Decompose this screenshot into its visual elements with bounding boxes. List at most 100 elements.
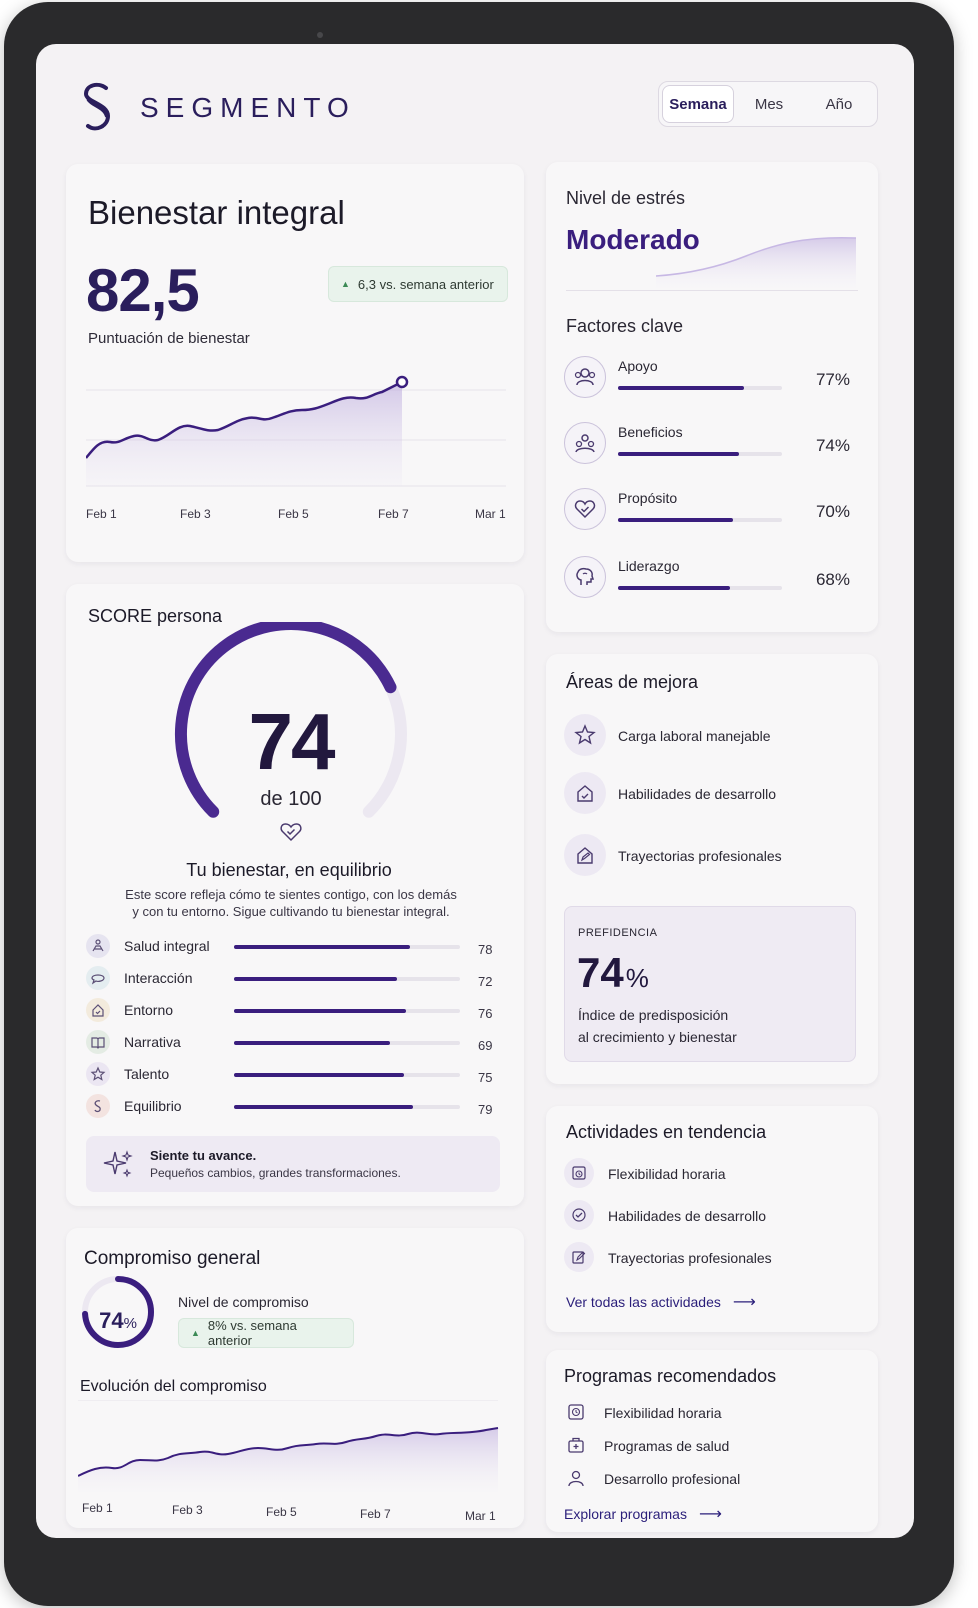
metric-bar: [234, 1073, 460, 1077]
metric-name: Entorno: [124, 1002, 174, 1018]
score-headline: Tu bienestar, en equilibrio: [186, 860, 392, 880]
metric-bar: [234, 945, 460, 949]
factor-name: Liderazgo: [618, 558, 680, 574]
engagement-card: Compromiso general 74% Nivel de compromi…: [66, 1228, 524, 1528]
x-tick-label: Mar 1: [475, 507, 506, 521]
group-icon: [564, 422, 606, 464]
metric-value: 78: [478, 942, 493, 957]
wellbeing-score-label: Puntuación de bienestar: [88, 330, 250, 347]
metric-bar: [234, 1105, 460, 1109]
factor-percent: 68%: [815, 570, 850, 589]
metric-row: Interacción 72: [86, 966, 506, 992]
engagement-level-label: Nivel de compromiso: [178, 1294, 309, 1310]
metric-bar-fill: [234, 1009, 406, 1013]
star-person-icon: [564, 714, 606, 756]
predisposition-caption: PREFIDENCIA: [578, 927, 658, 939]
programs-card: Programas recomendados Flexibilidad hora…: [546, 1350, 878, 1532]
explore-programs-link[interactable]: Explorar programas ⟶: [564, 1504, 722, 1524]
balance-icon: [86, 1094, 110, 1118]
factor-name: Propósito: [618, 490, 678, 506]
stress-card: Nivel de estrés Moderado Factores clave …: [546, 162, 878, 632]
house-icon: [86, 998, 110, 1022]
program-row[interactable]: Programas de salud: [564, 1433, 864, 1459]
improvement-area-row[interactable]: Trayectorias profesionales: [564, 834, 864, 880]
factor-row: Liderazgo 68%: [564, 552, 860, 602]
period-week-button[interactable]: Semana: [662, 85, 734, 123]
progress-tip: Siente tu avance. Pequeños cambios, gran…: [86, 1136, 500, 1192]
improvement-area-row[interactable]: Habilidades de desarrollo: [564, 772, 864, 818]
improvement-card: Áreas de mejora Carga laboral manejable …: [546, 654, 878, 1084]
x-tick-label: Feb 5: [278, 507, 309, 521]
star-icon: [86, 1062, 110, 1086]
stress-wave-chart: [656, 236, 856, 288]
book-icon: [86, 1030, 110, 1054]
trend-up-icon: ▲: [191, 1328, 200, 1338]
engagement-ring-label: 74%: [88, 1308, 148, 1334]
period-month-button[interactable]: Mes: [754, 95, 784, 113]
metric-value: 75: [478, 1070, 493, 1085]
engagement-ring-unit: %: [123, 1315, 137, 1332]
trending-card: Actividades en tendencia Flexibilidad ho…: [546, 1106, 878, 1332]
heart-check-icon: [564, 488, 606, 530]
wellbeing-title: Bienestar integral: [88, 194, 345, 231]
trending-activity-row[interactable]: Flexibilidad horaria: [564, 1158, 864, 1192]
program-row[interactable]: Flexibilidad horaria: [564, 1400, 864, 1426]
factor-bar: [618, 518, 782, 522]
sparkle-icon: [103, 1150, 133, 1178]
metric-bar: [234, 977, 460, 981]
metric-value: 79: [478, 1102, 493, 1117]
score-persona-card: SCORE persona 74 de 100 Tu bienestar, en…: [66, 584, 524, 1206]
engagement-trend-badge: ▲ 8% vs. semana anterior: [178, 1318, 354, 1348]
x-tick-label: Feb 7: [360, 1507, 391, 1520]
divider: [566, 290, 858, 291]
metric-bar-fill: [234, 1041, 390, 1045]
metric-bar-fill: [234, 1073, 404, 1077]
metric-bar: [234, 1009, 460, 1013]
wellbeing-last-point: [395, 375, 409, 389]
program-row[interactable]: Desarrollo profesional: [564, 1466, 864, 1492]
trending-activity-name: Trayectorias profesionales: [608, 1250, 772, 1266]
metric-name: Talento: [124, 1066, 170, 1082]
stress-label: Nivel de estrés: [566, 188, 686, 208]
score-description: Este score refleja cómo te sientes conti…: [116, 886, 466, 920]
program-name: Desarrollo profesional: [604, 1471, 741, 1487]
program-name: Programas de salud: [604, 1438, 730, 1454]
metric-row: Entorno 76: [86, 998, 506, 1024]
improvement-area-row[interactable]: Carga laboral manejable: [564, 714, 864, 760]
factor-name: Beneficios: [618, 424, 683, 440]
metric-bar-fill: [234, 977, 397, 981]
logo-icon: [83, 82, 111, 131]
tip-title: Siente tu avance.: [150, 1148, 257, 1163]
x-tick-label: Feb 5: [266, 1505, 297, 1519]
factor-bar-fill: [618, 518, 733, 522]
improvement-area-name: Carga laboral manejable: [618, 728, 771, 744]
x-tick-label: Feb 7: [378, 507, 409, 521]
explore-programs-text: Explorar programas: [564, 1506, 687, 1522]
stress-level: Moderado: [566, 224, 700, 255]
predisposition-number: 74: [577, 949, 624, 996]
view-all-activities-link[interactable]: Ver todas las actividades ⟶: [566, 1292, 756, 1312]
metric-value: 69: [478, 1038, 493, 1053]
engagement-title: Compromiso general: [84, 1248, 261, 1269]
program-name: Flexibilidad horaria: [604, 1405, 722, 1421]
engagement-ring-value: 74: [99, 1308, 124, 1333]
wellbeing-card: Bienestar integral 82,5 Puntuación de bi…: [66, 164, 524, 562]
engagement-ring: [82, 1276, 154, 1348]
trending-activity-name: Habilidades de desarrollo: [608, 1208, 766, 1224]
period-year-button[interactable]: Año: [825, 95, 853, 113]
arrow-right-icon: ⟶: [698, 1506, 722, 1523]
metric-bar-fill: [234, 1105, 413, 1109]
score-persona-title: SCORE persona: [88, 606, 223, 626]
metric-name: Narrativa: [124, 1034, 181, 1050]
score-description-line: Este score refleja cómo te sientes conti…: [125, 887, 457, 902]
trending-activity-row[interactable]: Trayectorias profesionales: [564, 1242, 864, 1276]
predisposition-value: 74%: [577, 949, 649, 997]
metric-name: Interacción: [124, 970, 193, 986]
metric-value: 72: [478, 974, 493, 989]
score-out-of: de 100: [260, 788, 322, 810]
x-tick-label: Feb 3: [172, 1503, 203, 1517]
tip-text: Pequeños cambios, grandes transformacion…: [150, 1166, 401, 1180]
wellbeing-line: [86, 380, 403, 459]
trending-activity-row[interactable]: Habilidades de desarrollo: [564, 1200, 864, 1234]
check-shield-icon: [564, 1200, 594, 1230]
